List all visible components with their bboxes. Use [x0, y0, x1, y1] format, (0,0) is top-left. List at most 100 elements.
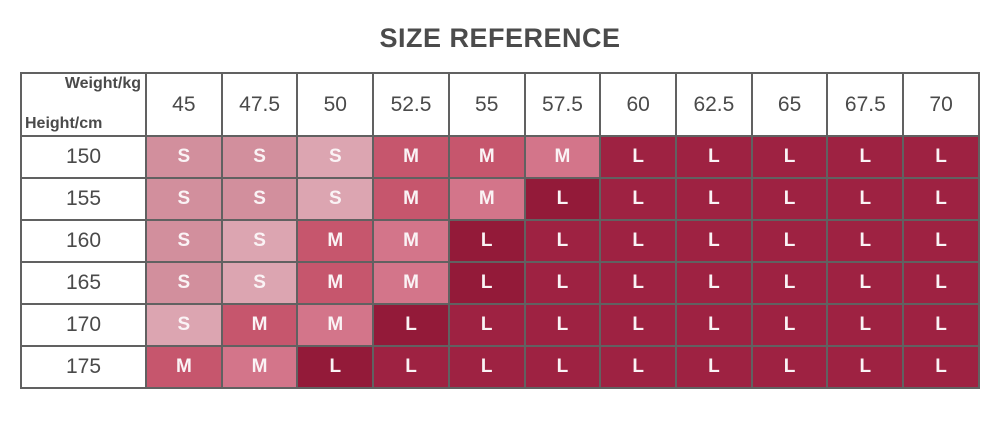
size-cell: L	[750, 303, 829, 347]
size-cell: M	[220, 345, 299, 389]
size-cell: L	[826, 219, 905, 263]
size-cell: L	[447, 303, 526, 347]
size-label: L	[405, 356, 417, 377]
size-label: L	[632, 230, 644, 251]
table-row: 175 M M L L L L L L L L L	[20, 345, 980, 389]
size-label: L	[708, 230, 720, 251]
size-label: M	[327, 272, 344, 293]
size-label: L	[783, 314, 796, 335]
height-cell: 155	[20, 177, 147, 221]
height-axis-label: Height/cm	[25, 115, 103, 132]
size-cell: L	[675, 177, 753, 221]
size-label: M	[403, 146, 419, 167]
size-cell: L	[372, 345, 450, 389]
size-cell: L	[675, 303, 753, 347]
size-cell: S	[220, 261, 299, 305]
size-cell: S	[220, 219, 299, 263]
size-cell: L	[902, 345, 980, 389]
size-label: M	[403, 272, 419, 293]
size-label: M	[554, 146, 571, 167]
size-cell: M	[372, 261, 450, 305]
height-cell: 175	[20, 345, 147, 389]
size-label: L	[935, 230, 947, 251]
size-label: S	[177, 314, 191, 335]
size-label: M	[478, 146, 495, 167]
size-label: S	[253, 188, 266, 209]
size-label: L	[708, 314, 720, 335]
size-cell: L	[599, 303, 678, 347]
size-label: S	[328, 188, 342, 209]
size-label: L	[783, 146, 796, 167]
size-label: L	[859, 146, 872, 167]
weight-header-cell: 55	[447, 72, 526, 137]
size-label: L	[783, 356, 796, 377]
weight-header-cell: 45	[145, 72, 223, 137]
size-label: L	[708, 272, 720, 293]
size-cell: S	[296, 135, 375, 179]
size-label: L	[556, 230, 569, 251]
size-cell: L	[902, 261, 980, 305]
size-label: L	[783, 188, 796, 209]
size-table: Weight/kg Height/cm 45 47.5 50 52.5 55 57.5 60…	[20, 72, 980, 389]
size-label: M	[327, 230, 344, 251]
size-cell: L	[447, 345, 526, 389]
size-label: S	[253, 272, 266, 293]
size-label: L	[859, 356, 872, 377]
size-label: L	[935, 314, 947, 335]
height-cell: 165	[20, 261, 147, 305]
table-row: 155 S S S M M L L L L L L	[20, 177, 980, 221]
size-label: S	[177, 272, 191, 293]
size-label: L	[556, 272, 569, 293]
weight-header-cell: 60	[599, 72, 678, 137]
size-label: L	[480, 356, 493, 377]
size-label: M	[327, 314, 344, 335]
size-label: L	[859, 188, 872, 209]
size-label: L	[556, 188, 569, 209]
size-label: L	[935, 146, 947, 167]
size-cell: L	[902, 303, 980, 347]
size-cell: L	[523, 219, 602, 263]
size-cell: L	[750, 135, 829, 179]
size-cell: L	[675, 261, 753, 305]
size-label: L	[556, 314, 569, 335]
size-label: L	[708, 356, 720, 377]
page-title: SIZE REFERENCE	[379, 23, 621, 53]
size-label: L	[632, 356, 644, 377]
header-row: Weight/kg Height/cm 45 47.5 50 52.5 55 57.5 60…	[20, 72, 980, 137]
size-label: L	[708, 188, 720, 209]
size-cell: L	[826, 135, 905, 179]
size-cell: M	[372, 177, 450, 221]
size-cell: M	[296, 219, 375, 263]
size-cell: L	[599, 135, 678, 179]
size-label: L	[935, 356, 947, 377]
size-label: L	[480, 230, 493, 251]
size-cell: M	[447, 177, 526, 221]
size-label: L	[480, 314, 493, 335]
size-cell: M	[296, 261, 375, 305]
size-cell: L	[902, 177, 980, 221]
size-label: L	[556, 356, 569, 377]
table-row: 170 S M M L L L L L L L L	[20, 303, 980, 347]
size-label: M	[403, 188, 419, 209]
size-cell: L	[675, 135, 753, 179]
corner-cell: Weight/kg Height/cm	[20, 72, 147, 137]
size-cell: M	[296, 303, 375, 347]
size-cell: S	[220, 135, 299, 179]
size-label: S	[253, 146, 266, 167]
size-label: S	[177, 188, 191, 209]
weight-header-cell: 57.5	[523, 72, 602, 137]
size-label: M	[403, 230, 419, 251]
size-cell: L	[523, 261, 602, 305]
size-cell: M	[372, 135, 450, 179]
size-label: L	[632, 314, 644, 335]
size-cell: L	[523, 177, 602, 221]
size-label: L	[859, 314, 872, 335]
size-cell: L	[599, 345, 678, 389]
weight-header-cell: 70	[902, 72, 980, 137]
size-cell: S	[145, 135, 223, 179]
size-label: L	[632, 272, 644, 293]
size-cell: L	[826, 303, 905, 347]
size-cell: S	[145, 219, 223, 263]
weight-header-cell: 65	[750, 72, 829, 137]
size-table-header: Weight/kg Height/cm 45 47.5 50 52.5 55 57.5 60…	[20, 72, 980, 137]
